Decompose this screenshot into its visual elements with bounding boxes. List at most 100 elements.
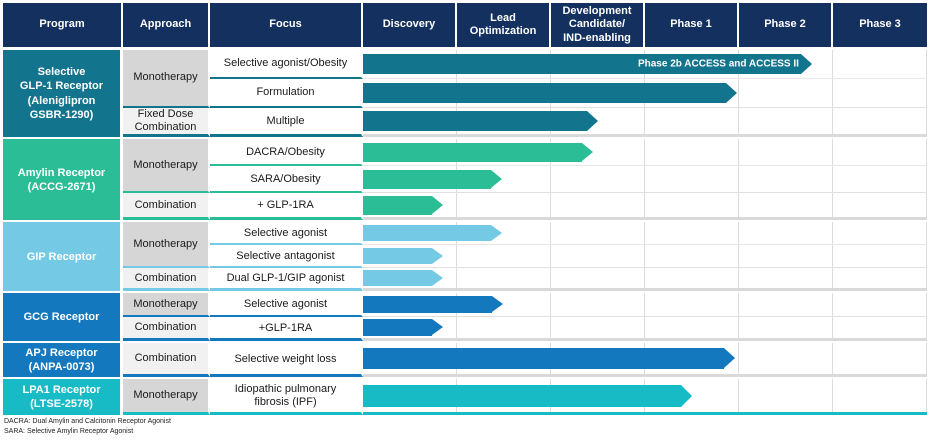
pipeline-bar	[363, 384, 692, 407]
rows: Multiple	[210, 108, 927, 137]
program-cell: APJ Receptor (ANPA-0073)	[3, 343, 123, 378]
pipeline-bar: Phase 2b ACCESS and ACCESS II	[363, 54, 812, 74]
pipeline-row: Formulation	[210, 79, 927, 108]
program-cell: GIP Receptor	[3, 222, 123, 292]
pipeline-bar	[363, 169, 502, 189]
program-group-lpa1-receptor: LPA1 Receptor (LTSE-2578) Monotherapy Idio…	[3, 379, 927, 416]
group-rows: Monotherapy Idiopathic pulmonary fibrosis…	[123, 379, 927, 416]
chart-cell	[363, 343, 927, 378]
bar-label: Phase 2b ACCESS and ACCESS II	[637, 58, 799, 70]
program-cell: Selective GLP-1 Receptor (Aleniglipron G…	[3, 50, 123, 138]
approach-section: Combination + GLP-1RA	[123, 193, 927, 221]
pipeline-bar	[363, 111, 599, 131]
approach-section: Monotherapy Selective agonist/Obesity Phas…	[123, 50, 927, 108]
header-cell-development-candidate-ind-enabling: Development Candidate/ IND-enabling	[551, 3, 645, 47]
header-row: Program Approach Focus Discovery Lead Optimi…	[3, 3, 927, 47]
pipeline-row: Selective agonist	[210, 293, 927, 318]
chart-cell	[363, 193, 927, 221]
footnotes: DACRA: Dual Amylin and Calcitonin Recept…	[4, 417, 927, 436]
pipeline-row: Multiple	[210, 108, 927, 137]
header-cell-phase-2: Phase 2	[739, 3, 833, 47]
approach-section: Combination Dual GLP-1/GIP agonist	[123, 268, 927, 292]
pipeline-groups: Selective GLP-1 Receptor (Aleniglipron G…	[3, 50, 927, 416]
rows: Selective weight loss	[210, 343, 927, 378]
approach-section: Monotherapy DACRA/Obesity SARA/Obesity	[123, 139, 927, 194]
header-cell-program: Program	[3, 3, 123, 47]
rows: DACRA/Obesity SARA/Obesity	[210, 139, 927, 194]
group-rows: Combination Selective weight loss	[123, 343, 927, 378]
approach-cell: Combination	[123, 317, 210, 342]
pipeline-bar	[363, 83, 737, 103]
pipeline-row: Dual GLP-1/GIP agonist	[210, 268, 927, 292]
program-cell: Amylin Receptor (ACCG-2671)	[3, 139, 123, 221]
approach-cell: Monotherapy	[123, 222, 210, 269]
focus-cell: Multiple	[210, 108, 363, 137]
approach-section: Monotherapy Idiopathic pulmonary fibrosis…	[123, 379, 927, 416]
approach-section: Combination Selective weight loss	[123, 343, 927, 378]
pipeline-row: + GLP-1RA	[210, 193, 927, 221]
program-group-gip-receptor: GIP Receptor Monotherapy Selective agonist…	[3, 222, 927, 292]
program-cell: GCG Receptor	[3, 293, 123, 342]
focus-cell: +GLP-1RA	[210, 317, 363, 342]
program-cell: LPA1 Receptor (LTSE-2578)	[3, 379, 123, 416]
pipeline-bar	[363, 248, 444, 265]
focus-cell: DACRA/Obesity	[210, 139, 363, 167]
chart-cell	[363, 79, 927, 108]
approach-section: Fixed Dose Combination Multiple	[123, 108, 927, 138]
approach-cell: Monotherapy	[123, 379, 210, 416]
chart-cell	[363, 139, 927, 167]
group-rows: Monotherapy Selective agonist Combination +…	[123, 293, 927, 342]
approach-section: Combination +GLP-1RA	[123, 317, 927, 342]
chart-cell	[363, 379, 927, 416]
rows: Selective agonist Selective antagonist	[210, 222, 927, 269]
rows: + GLP-1RA	[210, 193, 927, 221]
group-rows: Monotherapy Selective agonist/Obesity Phas…	[123, 50, 927, 138]
approach-cell: Combination	[123, 268, 210, 292]
pipeline-row: Selective antagonist	[210, 245, 927, 269]
approach-cell: Fixed Dose Combination	[123, 108, 210, 138]
group-rows: Monotherapy Selective agonist Selective an…	[123, 222, 927, 292]
footnote-sara: SARA: Selective Amylin Receptor Agonist	[4, 427, 134, 435]
focus-cell: + GLP-1RA	[210, 193, 363, 221]
pipeline-bar	[363, 270, 444, 287]
rows: Selective agonist	[210, 293, 927, 318]
approach-cell: Monotherapy	[123, 50, 210, 108]
program-group-selective: Selective GLP-1 Receptor (Aleniglipron G…	[3, 50, 927, 138]
pipeline-row: Selective weight loss	[210, 343, 927, 378]
pipeline-row: DACRA/Obesity	[210, 139, 927, 167]
pipeline-bar	[363, 225, 502, 242]
header-cell-discovery: Discovery	[363, 3, 457, 47]
pipeline-bar	[363, 296, 503, 314]
rows: Selective agonist/Obesity Phase 2b ACCESS…	[210, 50, 927, 108]
approach-section: Monotherapy Selective agonist	[123, 293, 927, 318]
approach-section: Monotherapy Selective agonist Selective an…	[123, 222, 927, 269]
focus-cell: Selective agonist/Obesity	[210, 50, 363, 79]
pipeline-bar	[363, 348, 736, 370]
chart-cell	[363, 222, 927, 246]
chart-cell	[363, 245, 927, 269]
header-cell-phase-1: Phase 1	[645, 3, 739, 47]
chart-cell	[363, 293, 927, 318]
pipeline-bar	[363, 319, 444, 337]
focus-cell: Dual GLP-1/GIP agonist	[210, 268, 363, 292]
approach-cell: Combination	[123, 343, 210, 378]
pipeline-bar	[363, 142, 594, 162]
chart-cell	[363, 317, 927, 342]
pipeline-row: +GLP-1RA	[210, 317, 927, 342]
group-rows: Monotherapy DACRA/Obesity SARA/Obesity Comb…	[123, 139, 927, 221]
program-group-apj-receptor: APJ Receptor (ANPA-0073) Combination Selec…	[3, 343, 927, 378]
focus-cell: Formulation	[210, 79, 363, 108]
rows: +GLP-1RA	[210, 317, 927, 342]
pipeline-bar	[363, 195, 444, 215]
rows: Idiopathic pulmonary fibrosis (IPF)	[210, 379, 927, 416]
focus-cell: Selective weight loss	[210, 343, 363, 378]
footnote-dacra: DACRA: Dual Amylin and Calcitonin Recept…	[4, 418, 171, 426]
chart-cell: Phase 2b ACCESS and ACCESS II	[363, 50, 927, 79]
header-cell-lead-optimization: Lead Optimization	[457, 3, 551, 47]
chart-cell	[363, 268, 927, 292]
pipeline-row: Selective agonist	[210, 222, 927, 246]
header-cell-focus: Focus	[210, 3, 363, 47]
approach-cell: Monotherapy	[123, 139, 210, 194]
pipeline-row: Idiopathic pulmonary fibrosis (IPF)	[210, 379, 927, 416]
